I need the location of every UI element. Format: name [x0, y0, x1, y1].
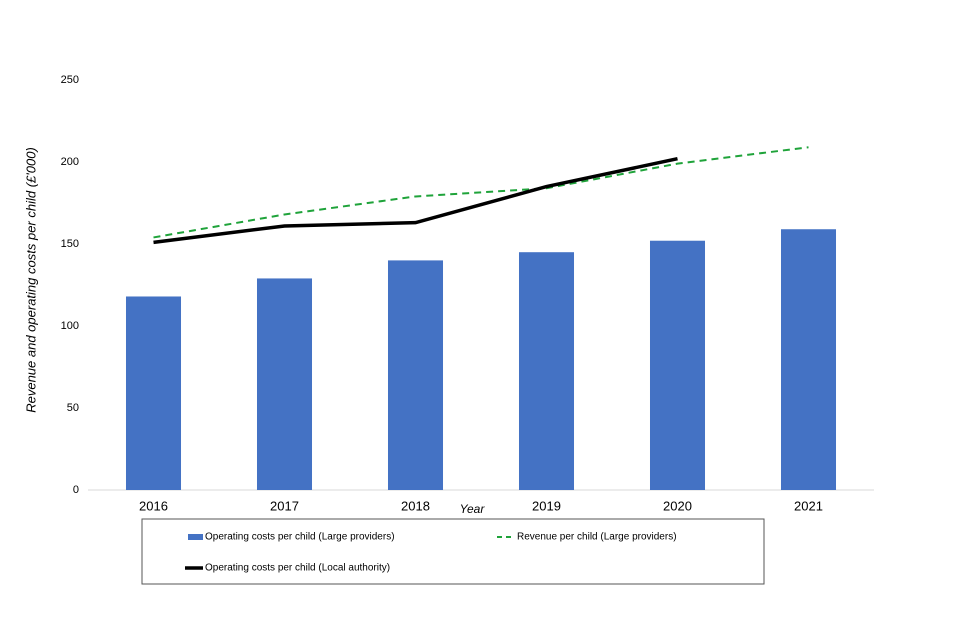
y-axis-label: Revenue and operating costs per child (£…	[23, 147, 38, 413]
legend-label: Revenue per child (Large providers)	[517, 532, 677, 543]
x-tick-label: 2020	[663, 498, 692, 513]
bar	[125, 296, 182, 490]
y-tick-label: 50	[67, 402, 79, 414]
x-tick-label: 2016	[139, 498, 168, 513]
bar	[256, 278, 313, 490]
bar	[649, 240, 706, 490]
bar	[780, 229, 837, 491]
x-tick-label: 2021	[794, 498, 823, 513]
legend-box	[141, 518, 765, 585]
x-axis-label: Year	[460, 502, 486, 516]
x-tick-label: 2019	[532, 498, 561, 513]
legend-label: Operating costs per child (Local authori…	[205, 563, 390, 574]
x-tick-label: 2018	[401, 498, 430, 513]
legend-swatch	[188, 534, 203, 540]
y-tick-label: 200	[61, 156, 79, 168]
line-series	[153, 146, 809, 239]
y-tick-label: 250	[61, 74, 79, 86]
legend-label: Operating costs per child (Large provide…	[205, 532, 395, 543]
line-series	[153, 157, 678, 245]
y-tick-label: 0	[73, 484, 79, 496]
y-tick-label: 100	[61, 320, 79, 332]
bar	[518, 252, 575, 490]
x-tick-label: 2017	[270, 498, 299, 513]
y-tick-label: 150	[61, 238, 79, 250]
bar	[387, 260, 444, 490]
